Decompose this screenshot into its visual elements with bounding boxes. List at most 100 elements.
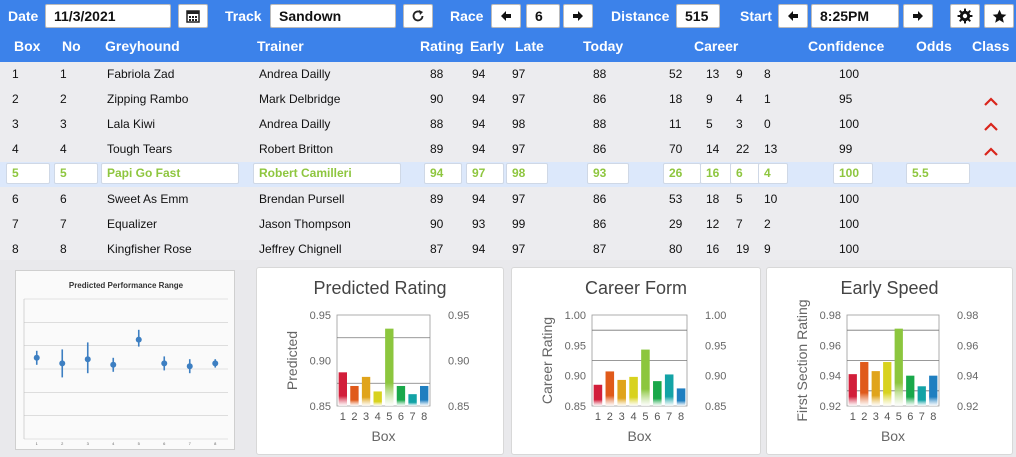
cell-no: 1 xyxy=(60,67,67,81)
refresh-button[interactable] xyxy=(403,4,433,28)
y-tick-label-right: 0.95 xyxy=(448,310,469,322)
cell-c4: 9 xyxy=(764,242,771,256)
cell-c3: 22 xyxy=(736,142,750,156)
predicted-rating-chart: 0.85 0.85 0.90 0.90 0.95 0.95 1 2 3 4 5 6 7 8 Box Predi… xyxy=(284,310,469,444)
table-row[interactable]: 2 2 Zipping Rambo Mark Delbridge 90 94 97 86 18 9… xyxy=(0,87,1016,112)
y-tick-label-right: 0.92 xyxy=(957,401,978,413)
cell-c4: 10 xyxy=(764,192,778,206)
track-field[interactable]: Sandown xyxy=(270,4,396,28)
cell-late: 99 xyxy=(512,217,526,231)
bar-box-8 xyxy=(676,388,686,406)
cell-confidence: 95 xyxy=(839,92,853,106)
cell-odds[interactable]: 5.5 xyxy=(906,163,970,184)
cell-late: 97 xyxy=(512,67,526,81)
x-tick-label: 7 xyxy=(919,411,925,423)
date-field[interactable]: 11/3/2021 xyxy=(45,4,171,28)
y-tick-label-right: 0.94 xyxy=(957,371,978,383)
thumb-point-6 xyxy=(161,360,168,367)
cell-trainer[interactable]: Robert Camilleri xyxy=(253,163,401,184)
favorite-button[interactable] xyxy=(984,4,1014,28)
cell-box: 1 xyxy=(12,67,19,81)
table-row[interactable]: 7 7 Equalizer Jason Thompson 90 93 99 86 29 12 7 2 1… xyxy=(0,212,1016,237)
y-tick-label-left: 0.85 xyxy=(565,401,586,413)
table-row[interactable]: 3 3 Lala Kiwi Andrea Dailly 88 94 98 88 11 5 3 0 100 xyxy=(0,112,1016,137)
col-late[interactable]: Late xyxy=(515,38,544,54)
cell-rating: 88 xyxy=(430,67,444,81)
y-tick-label-left: 0.95 xyxy=(565,340,586,352)
col-rating[interactable]: Rating xyxy=(420,38,464,54)
col-greyhound[interactable]: Greyhound xyxy=(105,38,180,54)
distance-field[interactable]: 515 xyxy=(676,4,720,28)
col-early[interactable]: Early xyxy=(470,38,505,54)
cell-today[interactable]: 93 xyxy=(587,163,629,184)
bar-box-3 xyxy=(361,376,371,406)
start-next-button[interactable] xyxy=(903,4,933,28)
toolbar: Date 11/3/2021 Track Sandown Race 6 Dist… xyxy=(0,0,1016,33)
cell-late: 97 xyxy=(512,192,526,206)
start-time-field[interactable]: 8:25PM xyxy=(811,4,899,28)
table-row[interactable]: 6 6 Sweet As Emm Brendan Pursell 89 94 97 86 53 1… xyxy=(0,187,1016,212)
early-speed-chart: 0.92 0.92 0.94 0.94 0.96 0.96 0.98 0.98 1 2 3 4 5 6 7 8… xyxy=(794,299,978,444)
x-tick-label: 5 xyxy=(386,411,392,423)
refresh-icon xyxy=(412,10,424,22)
cell-today: 86 xyxy=(593,192,607,206)
cell-confidence[interactable]: 100 xyxy=(833,163,873,184)
cell-c4[interactable]: 4 xyxy=(758,163,788,184)
cell-rating: 87 xyxy=(430,242,444,256)
x-tick-label: 2 xyxy=(351,411,357,423)
table-row[interactable]: 8 8 Kingfisher Rose Jeffrey Chignell 87 94 97 8… xyxy=(0,237,1016,262)
cell-c3[interactable]: 6 xyxy=(730,163,762,184)
col-confidence[interactable]: Confidence xyxy=(808,38,885,54)
cell-early[interactable]: 97 xyxy=(466,163,504,184)
thumb-tick: 8 xyxy=(214,441,217,446)
cell-rating: 89 xyxy=(430,142,444,156)
performance-range-chart: Predicted Performance Range 1 2 3 4 5 6 7 8 xyxy=(23,281,228,446)
y-tick-label-left: 0.95 xyxy=(310,310,331,322)
table-row-selected[interactable]: 5 5 Papi Go Fast Robert Camilleri 94 97 98 93 26… xyxy=(0,162,1016,187)
cell-c2: 12 xyxy=(706,217,720,231)
cell-c4: 2 xyxy=(764,217,771,231)
settings-button[interactable] xyxy=(950,4,980,28)
start-prev-button[interactable] xyxy=(778,4,808,28)
table-row[interactable]: 4 4 Tough Tears Robert Britton 89 94 97 86 70 14 2… xyxy=(0,137,1016,162)
cell-today: 87 xyxy=(593,242,607,256)
cell-rating: 90 xyxy=(430,217,444,231)
cell-name[interactable]: Papi Go Fast xyxy=(101,163,239,184)
col-trainer[interactable]: Trainer xyxy=(257,38,304,54)
race-next-button[interactable] xyxy=(563,4,593,28)
table-row[interactable]: 1 1 Fabriola Zad Andrea Dailly 88 94 97 88 52 13 9… xyxy=(0,62,1016,87)
bar-box-6 xyxy=(396,385,406,406)
cell-c2[interactable]: 16 xyxy=(700,163,732,184)
x-tick-label: 3 xyxy=(363,411,369,423)
y-tick-label-right: 0.90 xyxy=(448,356,469,368)
race-prev-button[interactable] xyxy=(491,4,521,28)
y-tick-label-right: 0.96 xyxy=(957,340,978,352)
bar-box-5 xyxy=(641,349,650,406)
cell-no[interactable]: 5 xyxy=(54,163,98,184)
cell-c1[interactable]: 26 xyxy=(663,163,701,184)
x-tick-label: 6 xyxy=(654,411,660,423)
cell-box[interactable]: 5 xyxy=(6,163,50,184)
cell-confidence: 100 xyxy=(839,217,860,231)
cell-c2: 9 xyxy=(706,92,713,106)
col-career[interactable]: Career xyxy=(694,38,739,54)
y-tick-label-left: 0.98 xyxy=(820,310,841,322)
career-form-panel: Career Form 0.85 0.85 0.90 0.90 0.95 0.95 1.00… xyxy=(511,267,761,455)
col-no[interactable]: No xyxy=(62,38,81,54)
col-today[interactable]: Today xyxy=(583,38,624,54)
cell-late[interactable]: 98 xyxy=(506,163,548,184)
cell-c3: 5 xyxy=(736,192,743,206)
race-field[interactable]: 6 xyxy=(526,4,560,28)
x-tick-label: 6 xyxy=(907,411,913,423)
cell-late: 97 xyxy=(512,242,526,256)
col-box[interactable]: Box xyxy=(14,38,41,54)
cell-c1: 80 xyxy=(669,242,683,256)
arrow-right-icon xyxy=(913,11,923,21)
col-odds[interactable]: Odds xyxy=(916,38,952,54)
cell-rating[interactable]: 94 xyxy=(424,163,462,184)
cell-no: 2 xyxy=(60,92,67,106)
calendar-button[interactable] xyxy=(178,4,208,28)
performance-range-thumbnail[interactable]: Predicted Performance Range 1 2 3 4 5 6 7 8 xyxy=(15,270,235,450)
cell-box: 3 xyxy=(12,117,19,131)
col-class[interactable]: Class xyxy=(972,38,1010,54)
